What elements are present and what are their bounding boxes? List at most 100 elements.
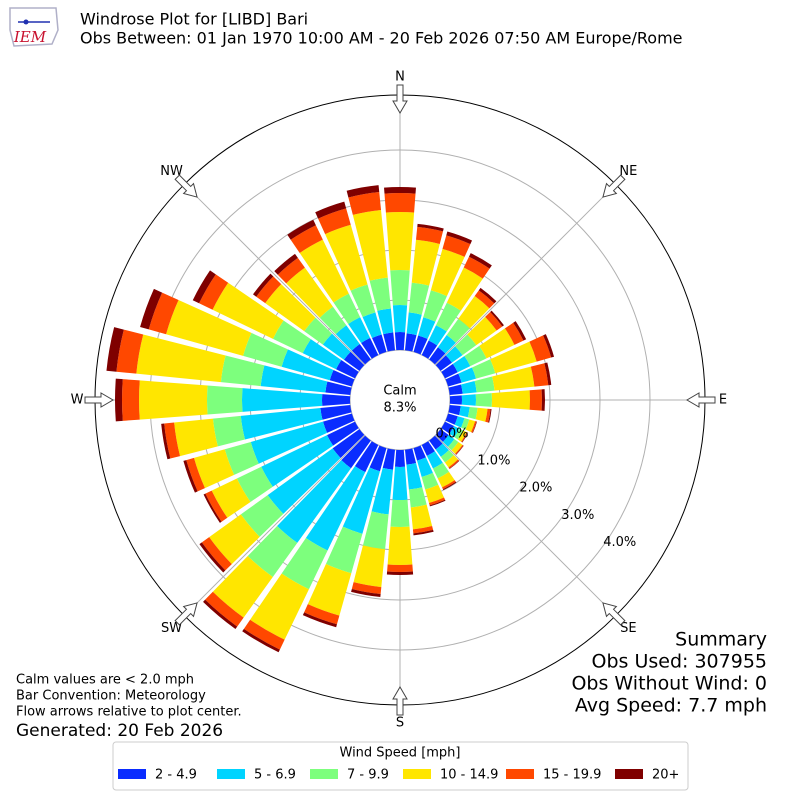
- legend-swatch: [403, 769, 431, 779]
- plot-area: Calm 8.3% 0.0% 1.0% 2.0% 3.0% 4.0% N NE E SE S SW W NW: [71, 70, 728, 731]
- bar-segment: [413, 335, 428, 355]
- bar-segment: [445, 413, 458, 425]
- bar-segment: [242, 628, 280, 653]
- bar-segment: [485, 408, 491, 423]
- bar-segment: [304, 604, 340, 625]
- bar-segment: [461, 418, 470, 430]
- bar-segment: [458, 296, 490, 329]
- calm-label: Calm: [383, 384, 416, 399]
- bar-segment: [348, 192, 382, 215]
- bar-segment: [387, 564, 413, 572]
- bar-segment: [242, 388, 323, 412]
- subtitle: Obs Between: 01 Jan 1970 10:00 AM - 20 F…: [80, 29, 683, 48]
- bar-segment: [307, 564, 352, 616]
- bar-segment: [442, 235, 471, 257]
- bar-segment: [377, 308, 394, 335]
- bar-segment: [421, 441, 435, 456]
- bar-segment: [281, 537, 328, 590]
- bar-segment: [426, 451, 443, 469]
- bar-segment: [446, 318, 470, 343]
- bar-segment: [384, 192, 416, 213]
- bar-segment: [272, 320, 311, 354]
- note: Bar Convention: Meteorology: [16, 689, 206, 704]
- bar-segment: [471, 421, 477, 433]
- bar-segment: [277, 257, 305, 284]
- r-tick-label: 3.0%: [561, 508, 594, 523]
- bar-segment: [475, 407, 488, 422]
- flow-arrow: [84, 392, 114, 408]
- bar-segment: [513, 321, 527, 341]
- spoke: [435, 435, 617, 617]
- bar-segment: [342, 467, 380, 534]
- legend-label: 10 - 14.9: [440, 768, 498, 783]
- bar-segment: [442, 481, 457, 491]
- bar-segment: [543, 334, 555, 358]
- bar-segment: [488, 409, 492, 423]
- bar-segment: [446, 267, 483, 311]
- bar-segment: [325, 381, 352, 396]
- bar-segment: [299, 239, 349, 303]
- bar-segment: [122, 379, 140, 421]
- bar-segment: [447, 439, 459, 451]
- bar-segment: [449, 426, 460, 438]
- bar-segment: [192, 270, 216, 304]
- bar-segment: [369, 277, 391, 311]
- bar-segment: [207, 385, 243, 415]
- bar-segment: [220, 355, 265, 387]
- bar-segment: [435, 302, 461, 332]
- compass-label: NE: [619, 164, 637, 179]
- r-tick-label: 0.0%: [435, 426, 468, 441]
- bar-segment: [544, 362, 552, 386]
- bar-segment: [417, 457, 433, 478]
- bar-segment: [305, 466, 366, 551]
- bar-segment: [485, 311, 503, 331]
- bar-segment: [435, 429, 449, 442]
- bar-segment: [386, 571, 414, 575]
- generated: Generated: 20 Feb 2026: [16, 721, 223, 741]
- bar-segment: [421, 472, 439, 490]
- legend-title: Wind Speed [mph]: [340, 746, 461, 761]
- note: Calm values are < 2.0 mph: [16, 673, 194, 688]
- logo-text: IEM: [13, 28, 47, 46]
- bar-segment: [353, 545, 386, 588]
- bar-segment: [274, 253, 298, 275]
- bar-segment: [260, 365, 328, 393]
- bar-segment: [139, 380, 208, 420]
- bar-segment: [392, 305, 408, 333]
- bar-segment: [281, 349, 334, 381]
- bar-segment: [174, 418, 218, 457]
- bar-segment: [290, 225, 323, 253]
- bar-segment: [448, 459, 460, 469]
- bar-segment: [390, 499, 410, 527]
- bar-segment: [369, 445, 387, 472]
- bar-segment: [350, 284, 376, 318]
- bar-segment: [209, 514, 260, 565]
- bar-segment: [435, 355, 452, 371]
- legend-label: 20+: [652, 768, 679, 783]
- bar-segment: [529, 389, 542, 411]
- bar-segment: [430, 248, 465, 297]
- bar-segment: [406, 312, 422, 336]
- title: Windrose Plot for [LIBD] Bari: [80, 10, 308, 29]
- bar-segment: [530, 363, 549, 387]
- bar-segment: [333, 293, 361, 324]
- compass-label: E: [719, 393, 727, 408]
- bar-segment: [205, 591, 244, 627]
- bar-segment: [423, 290, 447, 322]
- bar-segment: [352, 209, 388, 281]
- summary-line: Avg Speed: 7.7 mph: [575, 695, 767, 717]
- bar-segment: [468, 253, 492, 269]
- bar-segment: [464, 345, 487, 367]
- bar-segment: [474, 290, 495, 309]
- logo: IEM: [9, 7, 59, 47]
- bar-segment: [428, 497, 446, 506]
- bar-segment: [372, 334, 387, 355]
- bar-segment: [253, 273, 274, 297]
- bar-segment: [394, 449, 406, 467]
- bar-segment: [442, 480, 456, 490]
- spoke: [183, 435, 365, 617]
- bar-segment: [448, 384, 463, 396]
- legend-label: 15 - 19.9: [543, 768, 601, 783]
- bar-segment: [541, 389, 545, 411]
